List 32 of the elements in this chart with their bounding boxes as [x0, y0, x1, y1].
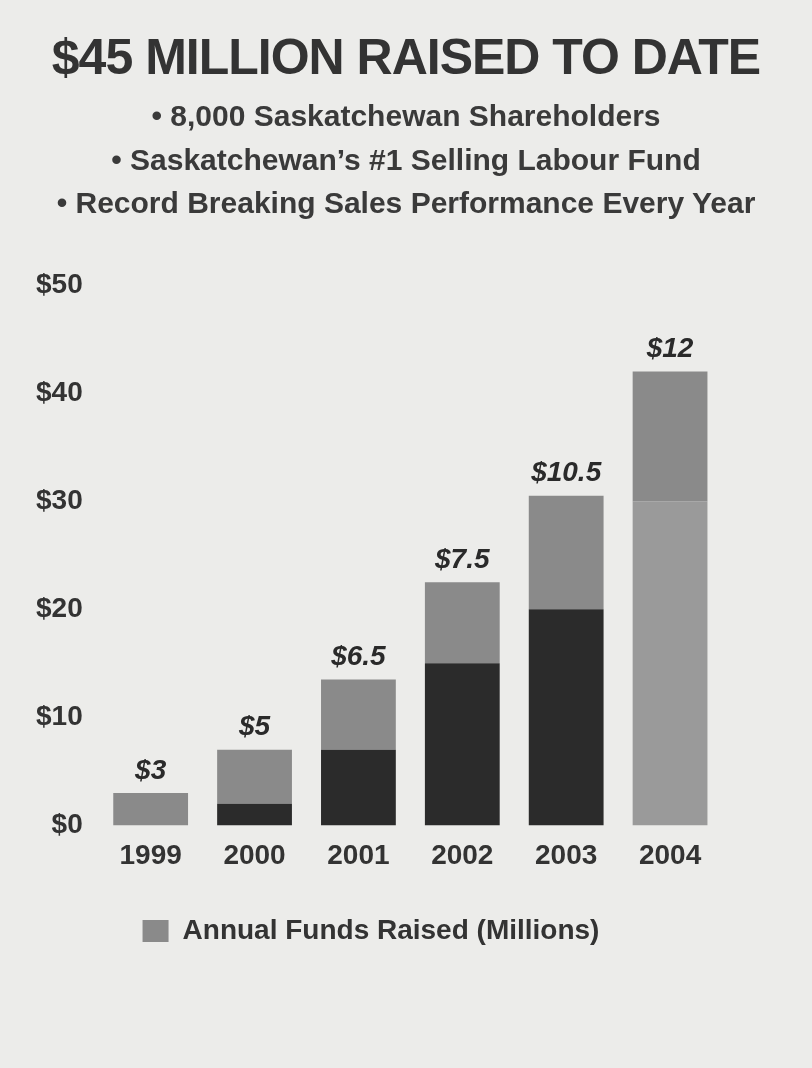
y-tick-label: $50	[36, 267, 83, 299]
data-label: $10.5	[530, 455, 602, 487]
data-label: $7.5	[434, 542, 490, 574]
bar	[321, 749, 396, 825]
x-tick-label: 1999	[119, 838, 182, 870]
x-tick-label: 2000	[223, 838, 286, 870]
bar	[321, 678, 396, 750]
x-tick-label: 2002	[431, 838, 494, 870]
bar	[113, 792, 189, 825]
bar	[217, 749, 292, 804]
data-label: $6.5	[330, 639, 387, 671]
bar	[528, 608, 604, 825]
legend-label: Annual Funds Raised (Millions)	[182, 913, 600, 945]
bar	[217, 803, 292, 825]
chart-title: $45 MILLION RAISED TO DATE	[50, 28, 762, 86]
bar	[632, 500, 708, 825]
bar	[632, 370, 708, 501]
bar	[528, 495, 604, 609]
x-tick-label: 2003	[535, 838, 598, 870]
y-tick-label: $10	[36, 699, 83, 731]
bar	[424, 581, 500, 663]
y-tick-label: $0	[51, 807, 83, 839]
chart-subtitle: • 8,000 Saskatchewan Shareholders • Saskatchewan’s #1 Selling Labour Fund • Record Breaking Sales Performance Every Year	[55, 98, 757, 221]
x-tick-label: 2004	[638, 838, 702, 870]
bar	[424, 662, 500, 825]
y-tick-label: $40	[36, 375, 83, 407]
y-tick-label: $30	[36, 483, 83, 515]
data-label: $5	[237, 709, 271, 741]
x-tick-label: 2001	[327, 838, 390, 870]
data-label: $12	[645, 331, 694, 363]
data-label: $3	[134, 753, 167, 785]
y-tick-label: $20	[36, 591, 83, 623]
